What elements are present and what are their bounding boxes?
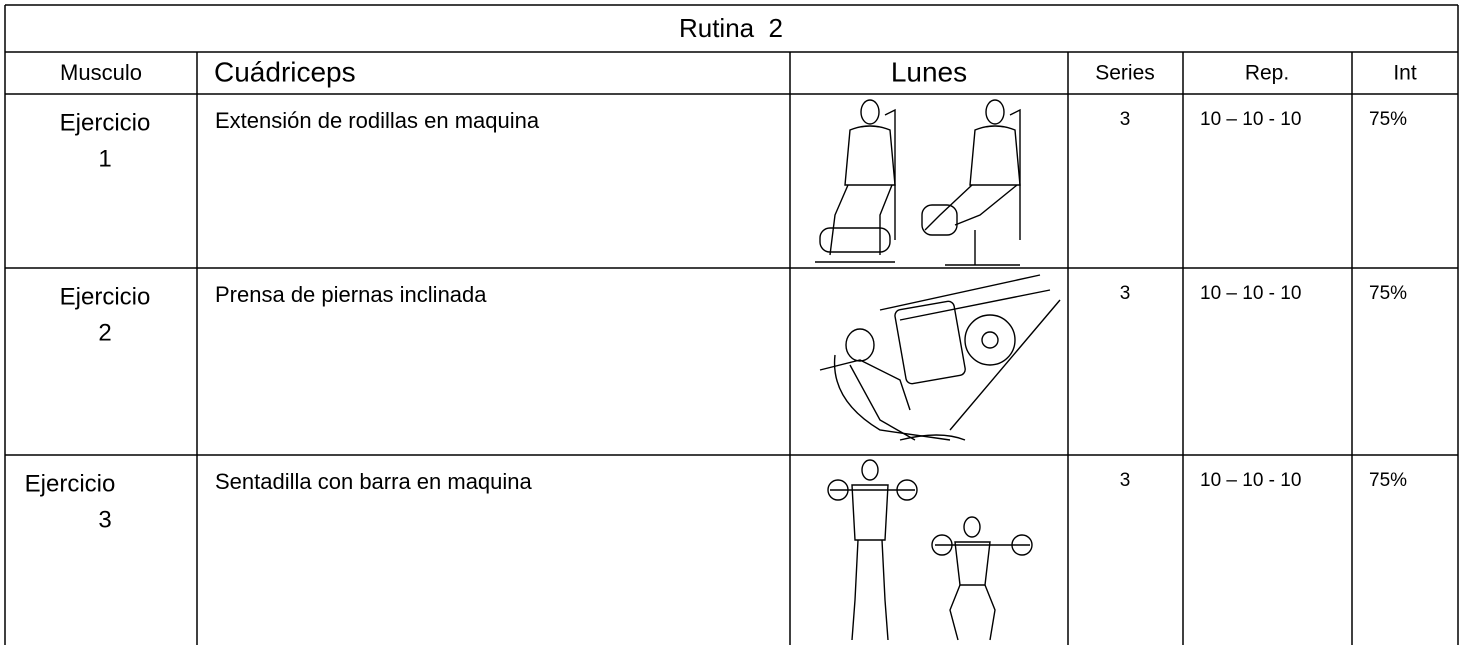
column-header: Int <box>1393 62 1417 85</box>
row-label: Ejercicio <box>25 470 116 497</box>
column-header: Series <box>1095 62 1155 85</box>
squat-illustration <box>827 459 1033 641</box>
row-label: 2 <box>98 319 111 346</box>
column-header: Musculo <box>60 60 142 85</box>
table-borders <box>4 4 1459 645</box>
leg-extension-illustration <box>815 99 1021 266</box>
table-title: Rutina 2 <box>679 13 783 43</box>
exercise-name: Extensión de rodillas en maquina <box>215 108 540 133</box>
row-label: Ejercicio <box>60 283 151 310</box>
series-cell: 3 <box>1120 470 1131 491</box>
row-label: 3 <box>98 506 111 533</box>
column-header: Cuádriceps <box>214 56 356 87</box>
intensity-cell: 75% <box>1369 109 1407 130</box>
row-label: Ejercicio <box>60 109 151 136</box>
row-label: 1 <box>98 145 111 172</box>
series-cell: 3 <box>1120 283 1131 304</box>
intensity-cell: 75% <box>1369 470 1407 491</box>
intensity-cell: 75% <box>1369 283 1407 304</box>
reps-cell: 10 – 10 - 10 <box>1200 283 1301 304</box>
reps-cell: 10 – 10 - 10 <box>1200 470 1301 491</box>
column-header: Lunes <box>891 56 967 87</box>
exercise-name: Sentadilla con barra en maquina <box>215 469 533 494</box>
series-cell: 3 <box>1120 109 1131 130</box>
reps-cell: 10 – 10 - 10 <box>1200 109 1301 130</box>
exercise-name: Prensa de piernas inclinada <box>215 282 487 307</box>
leg-press-illustration <box>819 274 1061 441</box>
column-header: Rep. <box>1245 62 1289 85</box>
